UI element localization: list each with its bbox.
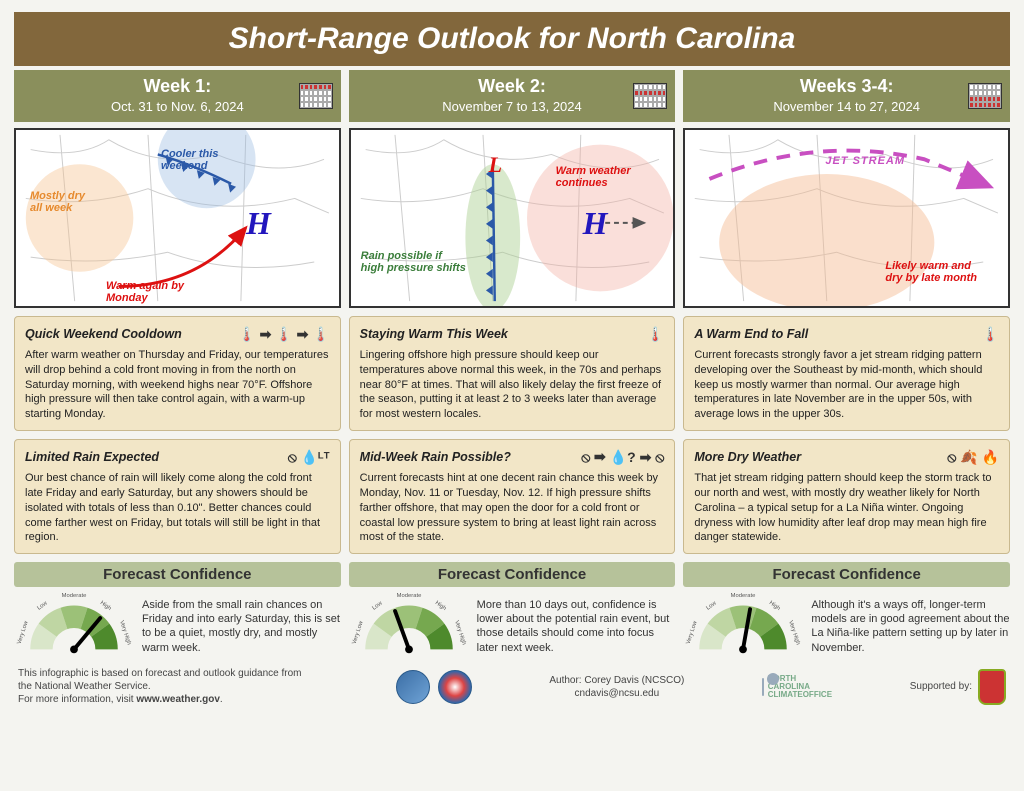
box-body: Current forecasts hint at one decent rai… (360, 471, 665, 545)
confidence-gauge-icon: Very Low Low Moderate High Very High (683, 591, 803, 661)
nc-forest-service-logo-icon (978, 669, 1006, 705)
svg-text:Low: Low (371, 600, 384, 612)
svg-text:Moderate: Moderate (396, 593, 421, 599)
svg-text:Very High: Very High (787, 620, 801, 646)
confidence-gauge-icon: Very Low Low Moderate High Very High (14, 591, 134, 661)
cloud-icon (762, 678, 764, 696)
nws-logo-icon (438, 670, 472, 704)
weather-map: H Cooler thisweekend Mostly dryall week War… (14, 128, 341, 308)
svg-text:Very High: Very High (453, 620, 467, 646)
confidence-row: Very Low Low Moderate High Very High More th… (349, 591, 676, 661)
box-heading: Quick Weekend Cooldown🌡️ ➡ 🌡️ ➡ 🌡️ (25, 325, 330, 344)
confidence-row: Very Low Low Moderate High Very High Althoug… (683, 591, 1010, 661)
svg-text:Moderate: Moderate (62, 593, 87, 599)
svg-text:High: High (99, 600, 112, 612)
week-title: Week 2: (353, 76, 672, 97)
week-title: Weeks 3-4: (687, 76, 1006, 97)
weather-link[interactable]: www.weather.gov (136, 694, 220, 705)
confidence-row: Very Low Low Moderate High Very High Aside f… (14, 591, 341, 661)
calendar-icon (299, 83, 333, 109)
map-annotation: JET STREAM (825, 155, 905, 167)
week-dates: November 7 to 13, 2024 (353, 99, 672, 114)
confidence-heading: Forecast Confidence (349, 562, 676, 587)
nc-climate-office-logo: NORTH CAROLINACLIMATEOFFICE (762, 674, 832, 700)
author-block: Author: Corey Davis (NCSCO) cndavis@ncsu… (549, 674, 684, 700)
confidence-gauge-icon: Very Low Low Moderate High Very High (349, 591, 469, 661)
temperature-box: A Warm End to Fall🌡️ Current forecasts s… (683, 316, 1010, 431)
map-annotation: Likely warm anddry by late month (885, 260, 977, 284)
box-icons: 🌡️ (982, 325, 999, 344)
map-annotation: Warm weathercontinues (556, 165, 631, 189)
svg-text:Moderate: Moderate (731, 593, 756, 599)
noaa-nws-logos (396, 670, 472, 704)
high-pressure-icon: H (246, 205, 271, 242)
footer-line1: This infographic is based on forecast an… (18, 667, 318, 693)
footer-line2: For more information, visit www.weather.… (18, 693, 318, 706)
precip-box: More Dry Weather⦸ 🍂 🔥 That jet stream ri… (683, 439, 1010, 554)
temperature-box: Staying Warm This Week🌡️ Lingering offsh… (349, 316, 676, 431)
map-annotation: Warm again byMonday (106, 280, 184, 304)
map-annotation: Rain possible ifhigh pressure shifts (361, 250, 466, 274)
week-header: Week 1: Oct. 31 to Nov. 6, 2024 (14, 70, 341, 122)
precip-box: Limited Rain Expected⦸ 💧ᴸᵀ Our best chan… (14, 439, 341, 554)
low-pressure-icon: L (489, 152, 502, 178)
svg-text:Very Low: Very Low (17, 620, 30, 645)
calendar-icon (968, 83, 1002, 109)
confidence-heading: Forecast Confidence (14, 562, 341, 587)
confidence-heading: Forecast Confidence (683, 562, 1010, 587)
svg-text:Low: Low (36, 600, 49, 612)
week-column: Weeks 3-4: November 14 to 27, 2024 JET S… (683, 70, 1010, 661)
columns-container: Week 1: Oct. 31 to Nov. 6, 2024 H Cooler … (14, 70, 1010, 661)
box-heading: Limited Rain Expected⦸ 💧ᴸᵀ (25, 448, 330, 467)
high-pressure-icon: H (583, 205, 608, 242)
svg-text:Very Low: Very Low (686, 620, 699, 645)
page-root: Short-Range Outlook for North Carolina W… (0, 0, 1024, 718)
supported-by: Supported by: (910, 669, 1006, 705)
week-dates: Oct. 31 to Nov. 6, 2024 (18, 99, 337, 114)
box-body: Lingering offshore high pressure should … (360, 348, 665, 422)
box-body: After warm weather on Thursday and Frida… (25, 348, 330, 422)
box-heading: Mid-Week Rain Possible?⦸ ➡ 💧? ➡ ⦸ (360, 448, 665, 467)
footer-attribution: This infographic is based on forecast an… (18, 667, 318, 706)
map-annotation: Cooler thisweekend (161, 148, 218, 172)
week-column: Week 1: Oct. 31 to Nov. 6, 2024 H Cooler … (14, 70, 341, 661)
box-icons: 🌡️ ➡ 🌡️ ➡ 🌡️ (238, 325, 329, 344)
confidence-text: Aside from the small rain chances on Fri… (142, 598, 341, 655)
weather-map: H L Warm weathercontinues Rain possible ifh… (349, 128, 676, 308)
svg-text:Very High: Very High (118, 620, 132, 646)
week-header: Week 2: November 7 to 13, 2024 (349, 70, 676, 122)
calendar-icon (633, 83, 667, 109)
box-body: Current forecasts strongly favor a jet s… (694, 348, 999, 422)
svg-text:Low: Low (706, 600, 719, 612)
box-heading: More Dry Weather⦸ 🍂 🔥 (694, 448, 999, 467)
map-annotation: Mostly dryall week (30, 190, 85, 214)
noaa-logo-icon (396, 670, 430, 704)
box-icons: ⦸ ➡ 💧? ➡ ⦸ (581, 448, 664, 467)
precip-box: Mid-Week Rain Possible?⦸ ➡ 💧? ➡ ⦸ Curren… (349, 439, 676, 554)
temperature-box: Quick Weekend Cooldown🌡️ ➡ 🌡️ ➡ 🌡️ After… (14, 316, 341, 431)
svg-text:Very Low: Very Low (351, 620, 364, 645)
box-heading: Staying Warm This Week🌡️ (360, 325, 665, 344)
confidence-text: Although it's a ways off, longer-term mo… (811, 598, 1010, 655)
confidence-text: More than 10 days out, confidence is low… (477, 598, 676, 655)
box-icons: ⦸ 🍂 🔥 (947, 448, 999, 467)
box-icons: ⦸ 💧ᴸᵀ (288, 448, 330, 467)
week-title: Week 1: (18, 76, 337, 97)
box-icons: 🌡️ (647, 325, 664, 344)
weather-map: JET STREAM Likely warm anddry by late mon… (683, 128, 1010, 308)
week-dates: November 14 to 27, 2024 (687, 99, 1006, 114)
box-body: Our best chance of rain will likely come… (25, 471, 330, 545)
page-title: Short-Range Outlook for North Carolina (14, 12, 1010, 66)
week-header: Weeks 3-4: November 14 to 27, 2024 (683, 70, 1010, 122)
box-heading: A Warm End to Fall🌡️ (694, 325, 999, 344)
week-column: Week 2: November 7 to 13, 2024 H L Warm we… (349, 70, 676, 661)
svg-text:High: High (434, 600, 447, 612)
footer: This infographic is based on forecast an… (14, 667, 1010, 706)
svg-text:High: High (768, 600, 781, 612)
box-body: That jet stream ridging pattern should k… (694, 471, 999, 545)
